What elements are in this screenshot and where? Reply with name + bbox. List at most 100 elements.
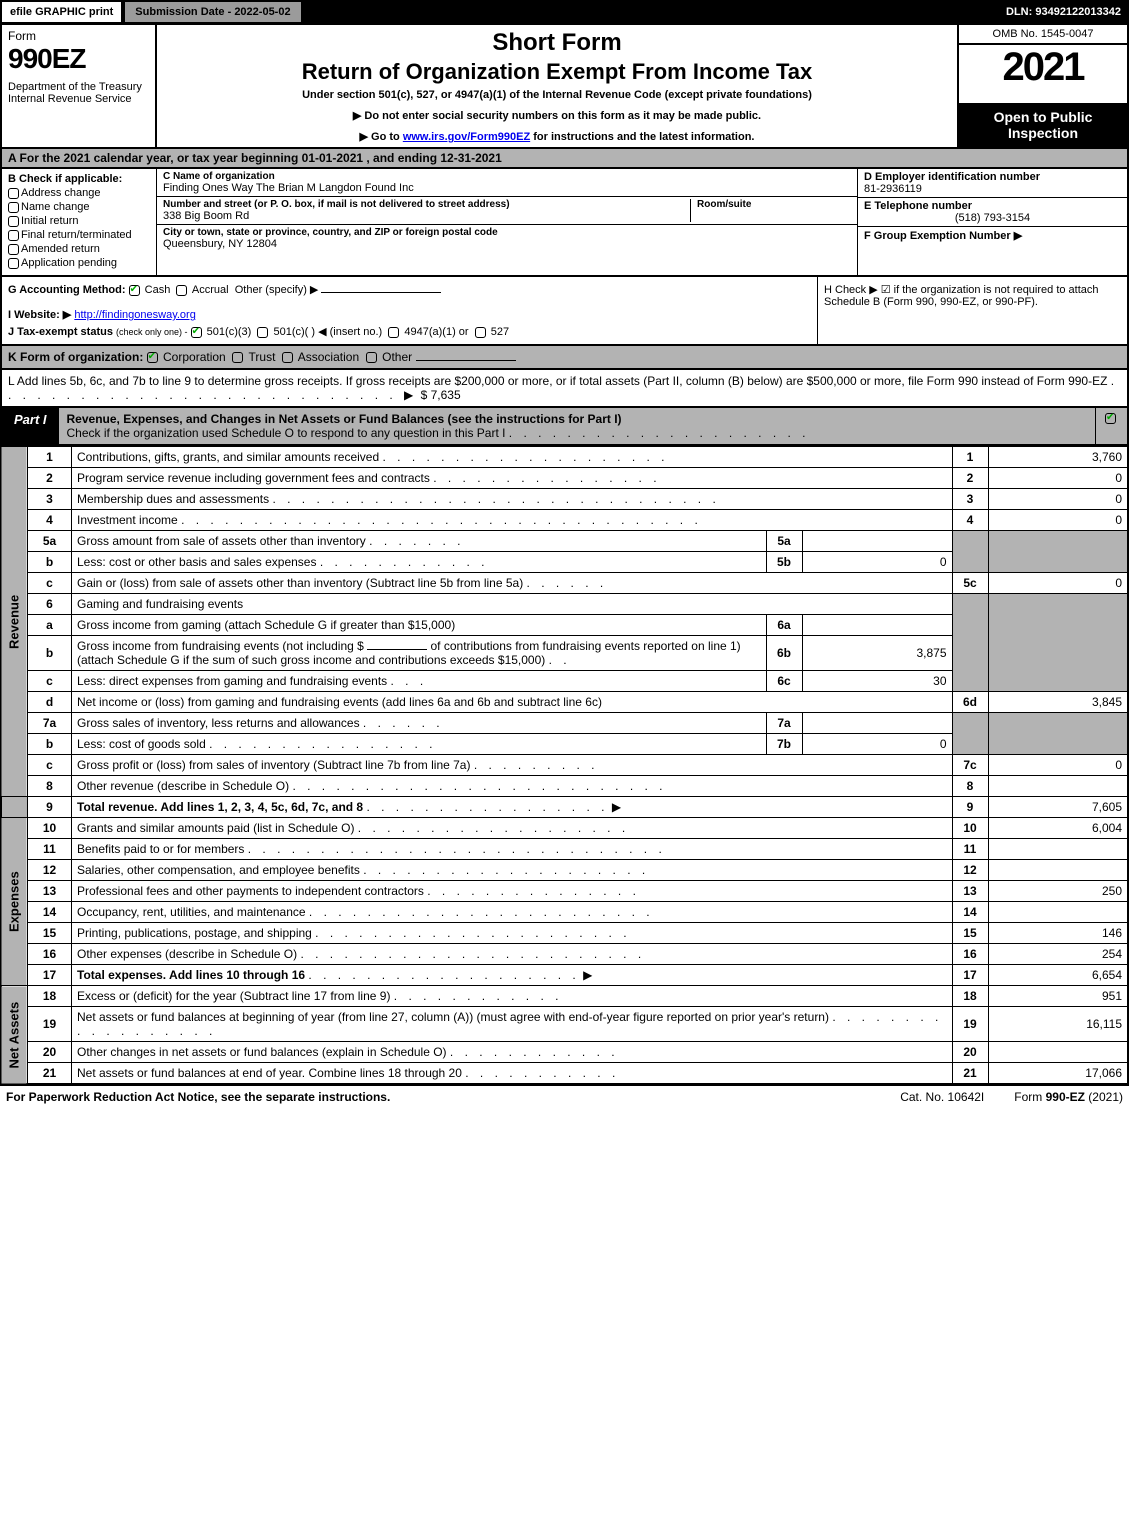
sub-line-value <box>802 713 952 734</box>
info-grid: B Check if applicable: Address change Na… <box>0 169 1129 277</box>
notice-ssn: ▶ Do not enter social security numbers o… <box>165 109 949 122</box>
line-value: 6,004 <box>988 818 1128 839</box>
group-cell: F Group Exemption Number ▶ <box>858 227 1127 275</box>
header-left: Form 990EZ Department of the Treasury In… <box>2 25 157 147</box>
street-value: 338 Big Boom Rd <box>163 210 684 222</box>
chk-final-return[interactable]: Final return/terminated <box>8 229 150 241</box>
tel-value: (518) 793-3154 <box>864 212 1121 224</box>
website-row: I Website: ▶ http://findingonesway.org <box>8 308 811 321</box>
line-desc: Excess or (deficit) for the year (Subtra… <box>72 986 953 1007</box>
checkbox-assoc-icon[interactable] <box>282 352 293 363</box>
line-refnum: 19 <box>952 1007 988 1042</box>
chk-initial-return[interactable]: Initial return <box>8 215 150 227</box>
line-value: 17,066 <box>988 1063 1128 1085</box>
grey-cell <box>1 797 28 818</box>
room-label: Room/suite <box>697 199 851 210</box>
chk-address-change-label: Address change <box>21 187 101 199</box>
tax-exempt-row: J Tax-exempt status (check only one) - 5… <box>8 325 811 338</box>
table-row: 3 Membership dues and assessments . . . … <box>1 489 1128 510</box>
line-desc: Gaming and fundraising events <box>72 594 953 615</box>
line-desc: Net income or (loss) from gaming and fun… <box>72 692 953 713</box>
irs-link[interactable]: www.irs.gov/Form990EZ <box>403 131 530 143</box>
chk-application-pending[interactable]: Application pending <box>8 257 150 269</box>
checkbox-icon[interactable] <box>8 230 19 241</box>
table-row: Net Assets 18 Excess or (deficit) for th… <box>1 986 1128 1007</box>
chk-name-change[interactable]: Name change <box>8 201 150 213</box>
section-h-text: H Check ▶ ☑ if the organization is not r… <box>824 284 1099 308</box>
website-link[interactable]: http://findingonesway.org <box>74 309 195 321</box>
other-org-input[interactable] <box>416 360 516 361</box>
checkbox-icon[interactable] <box>8 216 19 227</box>
grey-cell <box>952 713 988 755</box>
page-footer: For Paperwork Reduction Act Notice, see … <box>0 1085 1129 1108</box>
other-label: Other <box>382 350 412 364</box>
checkbox-other-icon[interactable] <box>366 352 377 363</box>
line-refnum: 11 <box>952 839 988 860</box>
accounting-method-label: G Accounting Method: <box>8 284 126 296</box>
checkbox-accrual-icon[interactable] <box>176 285 187 296</box>
table-row: 17 Total expenses. Add lines 10 through … <box>1 965 1128 986</box>
sub-line-number: 6a <box>766 615 802 636</box>
ein-value: 81-2936119 <box>864 183 1121 195</box>
checkbox-cash-icon[interactable] <box>129 285 140 296</box>
checkbox-icon[interactable] <box>8 188 19 199</box>
dept-label: Department of the Treasury Internal Reve… <box>8 81 149 105</box>
line-number: 18 <box>28 986 72 1007</box>
top-bar: efile GRAPHIC print Submission Date - 20… <box>0 0 1129 25</box>
efile-print-label[interactable]: efile GRAPHIC print <box>0 0 123 24</box>
line-refnum: 13 <box>952 881 988 902</box>
chk-amended-return-label: Amended return <box>21 243 100 255</box>
checkbox-icon[interactable] <box>8 258 19 269</box>
part-1-title-text: Revenue, Expenses, and Changes in Net As… <box>67 412 622 426</box>
sub-line-value: 0 <box>802 734 952 755</box>
part-1-checkbox-icon[interactable] <box>1105 413 1116 424</box>
checkbox-501c3-icon[interactable] <box>191 327 202 338</box>
row-l-text: L Add lines 5b, 6c, and 7b to line 9 to … <box>8 374 1107 388</box>
checkbox-4947-icon[interactable] <box>388 327 399 338</box>
org-name-value: Finding Ones Way The Brian M Langdon Fou… <box>163 182 851 194</box>
part-1-checkbox-cell <box>1095 408 1127 444</box>
line-number: 15 <box>28 923 72 944</box>
group-label: F Group Exemption Number ▶ <box>864 230 1022 242</box>
row-k: K Form of organization: Corporation Trus… <box>0 346 1129 370</box>
footer-catno: Cat. No. 10642I <box>900 1090 984 1104</box>
notice-goto: ▶ Go to www.irs.gov/Form990EZ for instru… <box>165 130 949 143</box>
line-number: 9 <box>28 797 72 818</box>
part-1-header: Part I Revenue, Expenses, and Changes in… <box>0 408 1129 446</box>
contrib-amount-input[interactable] <box>367 649 427 650</box>
part-1-table: Revenue 1 Contributions, gifts, grants, … <box>0 446 1129 1085</box>
line-number: b <box>28 734 72 755</box>
checkbox-527-icon[interactable] <box>475 327 486 338</box>
checkbox-icon[interactable] <box>8 244 19 255</box>
table-row: 16 Other expenses (describe in Schedule … <box>1 944 1128 965</box>
other-specify-input[interactable] <box>321 292 441 293</box>
chk-initial-return-label: Initial return <box>21 215 78 227</box>
chk-address-change[interactable]: Address change <box>8 187 150 199</box>
line-value: 6,654 <box>988 965 1128 986</box>
city-value: Queensbury, NY 12804 <box>163 238 851 250</box>
section-h: H Check ▶ ☑ if the organization is not r… <box>817 277 1127 344</box>
part-1-title: Revenue, Expenses, and Changes in Net As… <box>59 408 1095 444</box>
line-desc: Less: direct expenses from gaming and fu… <box>72 671 767 692</box>
line-value: 0 <box>988 510 1128 531</box>
tax-year: 2021 <box>959 45 1127 90</box>
527-label: 527 <box>491 326 509 338</box>
title-return: Return of Organization Exempt From Incom… <box>165 59 949 85</box>
section-c: C Name of organization Finding Ones Way … <box>157 169 857 275</box>
sub-line-value: 3,875 <box>802 636 952 671</box>
table-row: 13 Professional fees and other payments … <box>1 881 1128 902</box>
chk-amended-return[interactable]: Amended return <box>8 243 150 255</box>
notice-goto-pre: ▶ Go to <box>360 131 403 143</box>
line-number: 19 <box>28 1007 72 1042</box>
checkbox-corp-icon[interactable] <box>147 352 158 363</box>
line-desc: Gross income from gaming (attach Schedul… <box>72 615 767 636</box>
revenue-sidebar: Revenue <box>1 447 28 797</box>
section-ghij: G Accounting Method: Cash Accrual Other … <box>0 277 1129 346</box>
other-specify-label: Other (specify) ▶ <box>235 284 319 296</box>
line-desc: Benefits paid to or for members . . . . … <box>72 839 953 860</box>
checkbox-icon[interactable] <box>8 202 19 213</box>
checkbox-trust-icon[interactable] <box>232 352 243 363</box>
line-number: 14 <box>28 902 72 923</box>
line-number: b <box>28 552 72 573</box>
checkbox-501c-icon[interactable] <box>257 327 268 338</box>
